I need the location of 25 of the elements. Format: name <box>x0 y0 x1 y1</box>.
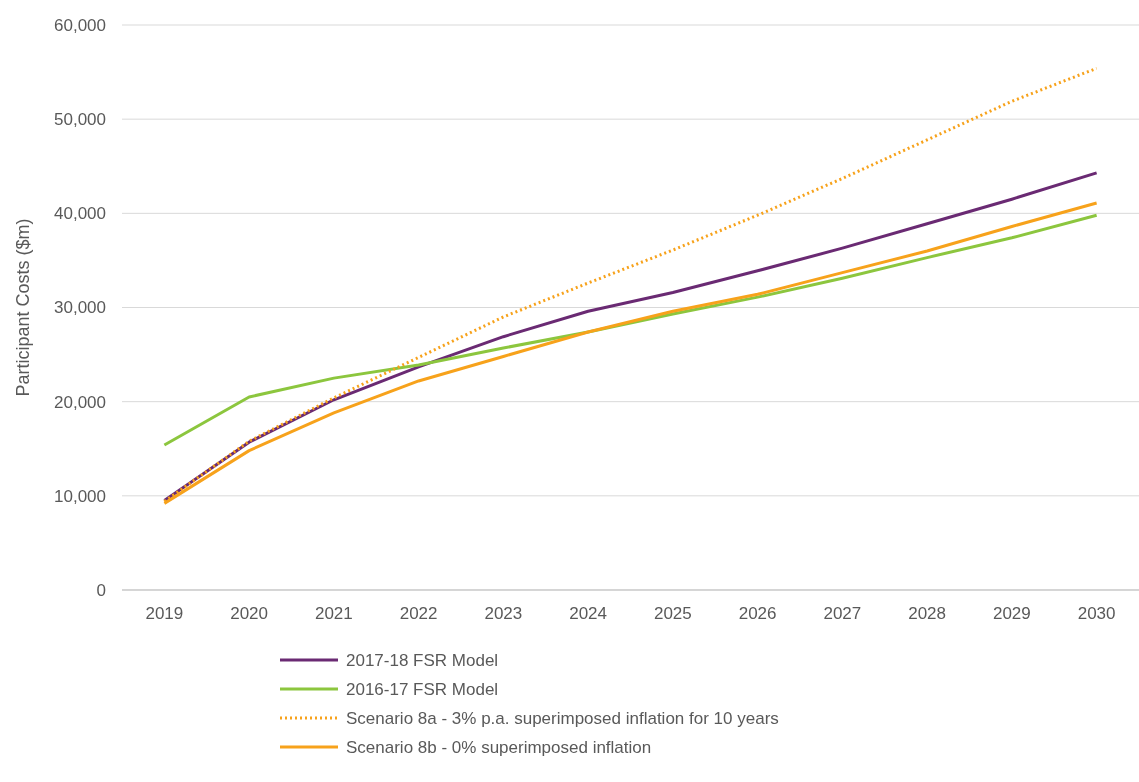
y-tick-label: 0 <box>96 580 106 600</box>
legend-label: Scenario 8a - 3% p.a. superimposed inflation for 10 years <box>346 708 779 728</box>
line-series <box>162 213 1099 447</box>
x-tick-label: 2020 <box>230 604 269 623</box>
x-tick-label: 2026 <box>738 604 777 623</box>
x-tick-label: 2029 <box>992 604 1031 623</box>
y-tick-label: 10,000 <box>54 486 106 506</box>
y-tick-label: 20,000 <box>54 392 106 412</box>
x-tick-label: 2024 <box>569 604 608 623</box>
x-tick-label: 2028 <box>908 604 947 623</box>
legend-label: 2016-17 FSR Model <box>346 679 499 699</box>
y-tick-label: 40,000 <box>54 204 106 224</box>
y-tick-label: 30,000 <box>54 298 106 318</box>
x-tick-label: 2030 <box>1077 604 1116 623</box>
y-axis-title: Participant Costs ($m) <box>13 218 33 397</box>
x-tick-label: 2022 <box>399 604 438 623</box>
x-tick-label: 2027 <box>823 604 862 623</box>
x-tick-label: 2021 <box>314 604 353 623</box>
x-tick-label: 2023 <box>484 604 523 623</box>
legend-label: 2017-18 FSR Model <box>346 650 499 670</box>
legend-label: Scenario 8b - 0% superimposed inflation <box>346 737 652 757</box>
y-tick-label: 60,000 <box>54 15 106 35</box>
x-tick-label: 2025 <box>653 604 692 623</box>
y-tick-label: 50,000 <box>54 110 106 130</box>
x-tick-label: 2019 <box>145 604 184 623</box>
